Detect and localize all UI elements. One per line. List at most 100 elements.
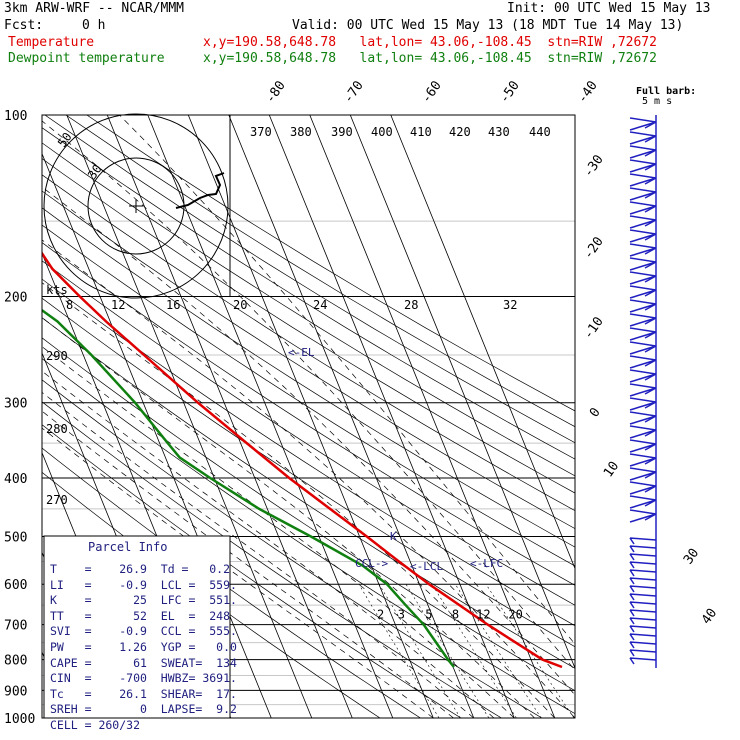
wind-barb	[629, 299, 657, 313]
isotherm-label: -70	[341, 78, 367, 106]
dry-adiabat	[65, 115, 575, 428]
dewpoint-curve	[42, 308, 455, 668]
isotherm-label: -60	[419, 78, 445, 106]
wind-barb	[629, 425, 657, 439]
dry-adiabat	[42, 207, 575, 548]
pressure-tick-label: 800	[4, 654, 27, 669]
isotherm-line	[349, 115, 575, 670]
wind-barb	[629, 537, 657, 545]
wind-barb	[629, 495, 657, 509]
mixing-ratio-line	[485, 584, 575, 718]
parcel-info-row: K = 25 LFC = 551.	[50, 593, 237, 608]
dry-adiabat	[42, 142, 575, 477]
isotherm-line	[106, 115, 353, 718]
level-label: <-LFC	[470, 557, 503, 570]
hodograph-ring-label: 30	[85, 162, 105, 182]
wind-barb	[629, 561, 657, 569]
wind-barb	[629, 383, 657, 397]
isotherm-line	[228, 115, 475, 718]
parcel-info-row: SREH = 0 LAPSE= 9.2	[50, 702, 237, 717]
pressure-tick-label: 400	[4, 472, 27, 487]
mixing-ratio-line	[455, 584, 542, 718]
dry-adiabat	[42, 297, 575, 648]
pressure-tick-label: 300	[4, 397, 27, 412]
pressure-tick-label: 700	[4, 619, 27, 634]
hodograph-speed-label: 12	[111, 298, 125, 312]
wind-barb	[629, 243, 657, 257]
isotherm-label: -10	[581, 314, 607, 342]
wind-barb	[629, 509, 657, 523]
wind-barb	[629, 397, 657, 411]
level-label: CCL->	[355, 557, 388, 570]
mixing-ratio-line	[358, 584, 440, 718]
isotherm-label: -30	[581, 152, 607, 180]
wind-barb	[629, 355, 657, 369]
wind-barb	[629, 117, 657, 131]
wind-barb	[629, 229, 657, 243]
hodograph-speed-label: 24	[313, 298, 327, 312]
model-title: 3km ARW-WRF -- NCAR/MMM	[4, 1, 185, 16]
dry-adiabat	[42, 260, 575, 606]
pressure-tick-label: 900	[4, 684, 27, 699]
dry-adiabat	[42, 190, 575, 530]
hodograph-speed-label: 16	[166, 298, 180, 312]
wind-barb	[629, 411, 657, 425]
temperature-legend: Temperature	[8, 35, 95, 50]
wind-barb	[629, 481, 657, 495]
hodograph-speed-label: 20	[233, 298, 247, 312]
wind-barb	[629, 453, 657, 467]
isotherm-label: 10	[601, 459, 622, 480]
temperature-location: x,y=190.58,648.78 lat,lon= 43.06,-108.45…	[203, 35, 657, 50]
temperature-curve	[42, 251, 563, 669]
parcel-info-row: Tc = 26.1 SHEAR= 17.	[50, 686, 237, 701]
mixing-ratio-label: 2	[377, 608, 384, 622]
dry-adiabat	[42, 224, 575, 567]
hodograph-ring	[43, 113, 229, 299]
wind-barb	[629, 657, 657, 665]
isotherm-label: 30	[681, 546, 702, 567]
pressure-tick-label: 100	[4, 109, 27, 124]
hodograph-trace	[175, 172, 225, 209]
dry-adiabat	[42, 242, 575, 586]
dry-adiabat-label: 420	[449, 125, 471, 139]
barb-units: 5 m s	[642, 96, 672, 107]
dry-adiabat	[42, 358, 575, 715]
dry-adiabat	[42, 401, 502, 718]
pressure-tick-label: 200	[4, 291, 27, 306]
dry-adiabat-label: 290	[46, 349, 68, 363]
plot-border	[41, 114, 576, 719]
moist-adiabat	[42, 239, 575, 718]
wind-barb	[629, 187, 657, 201]
hodograph-ring-label: 50	[55, 130, 75, 150]
parcel-info-title: Parcel Info	[88, 540, 168, 554]
wind-barb	[629, 439, 657, 453]
wind-barb	[629, 577, 657, 585]
isotherm-label: 0	[587, 405, 604, 420]
isotherm-line	[268, 115, 515, 718]
wind-barb	[629, 145, 657, 159]
isotherm-line	[187, 115, 434, 718]
wind-barb	[629, 553, 657, 561]
parcel-info-row: CAPE = 61 SWEAT= 134	[50, 655, 237, 670]
moist-adiabat	[119, 115, 575, 645]
dry-adiabat	[42, 127, 575, 460]
wind-barb	[629, 285, 657, 299]
wind-barb	[629, 593, 657, 601]
wind-barb	[629, 369, 657, 383]
wind-barb	[629, 601, 657, 609]
isotherm-label: -40	[575, 78, 601, 106]
mixing-ratio-line	[431, 584, 517, 718]
isotherm-label: 40	[699, 606, 720, 627]
dry-adiabat-label: 440	[529, 125, 551, 139]
mixing-ratio-label: 3	[398, 608, 405, 622]
moist-adiabat	[42, 186, 575, 696]
parcel-info-row: SVI = -0.9 CCL = 555.	[50, 624, 237, 639]
pressure-tick-label: 600	[4, 578, 27, 593]
wind-barb	[629, 649, 657, 657]
dry-adiabat-label: 370	[250, 125, 272, 139]
wind-barb	[629, 641, 657, 649]
parcel-info-row: T = 26.9 Td = 0.2	[50, 562, 231, 576]
pressure-tick-label: 500	[4, 530, 27, 545]
parcel-info-box	[43, 535, 231, 719]
moist-adiabat	[42, 410, 454, 718]
